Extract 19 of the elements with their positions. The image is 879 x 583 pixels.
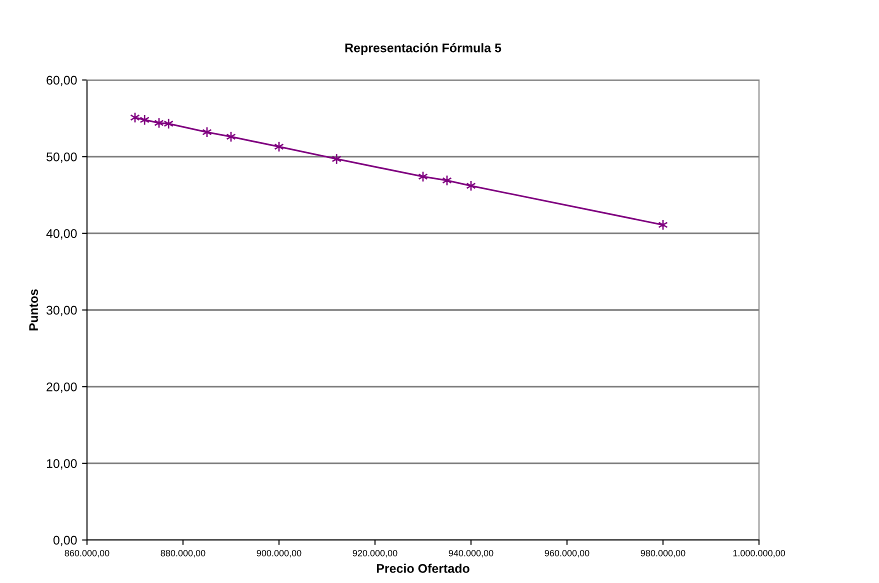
y-axis-title: Puntos [29,289,38,330]
y-tick-label: 40,00 [46,229,77,240]
y-tick-label: 10,00 [46,459,77,470]
x-tick-label: 900.000,00 [256,550,302,558]
chart-title: Representación Fórmula 5 [345,43,502,55]
x-tick-label: 860.000,00 [64,550,110,558]
y-tick-label: 0,00 [53,536,77,546]
y-tick-label: 60,00 [46,76,77,86]
x-tick-label: 1.000.000,00 [733,550,786,558]
x-tick-label: 940.000,00 [448,550,494,558]
y-tick-label: 50,00 [46,152,77,163]
x-tick-label: 880.000,00 [160,550,206,558]
x-tick-label: 920.000,00 [352,550,398,558]
x-axis-title: Precio Ofertado [376,564,470,573]
point [332,153,342,165]
y-tick-label: 30,00 [46,306,77,316]
x-tick-label: 980.000,00 [640,550,686,558]
y-tick-label: 20,00 [46,382,77,393]
x-tick-label: 960.000,00 [544,550,590,558]
